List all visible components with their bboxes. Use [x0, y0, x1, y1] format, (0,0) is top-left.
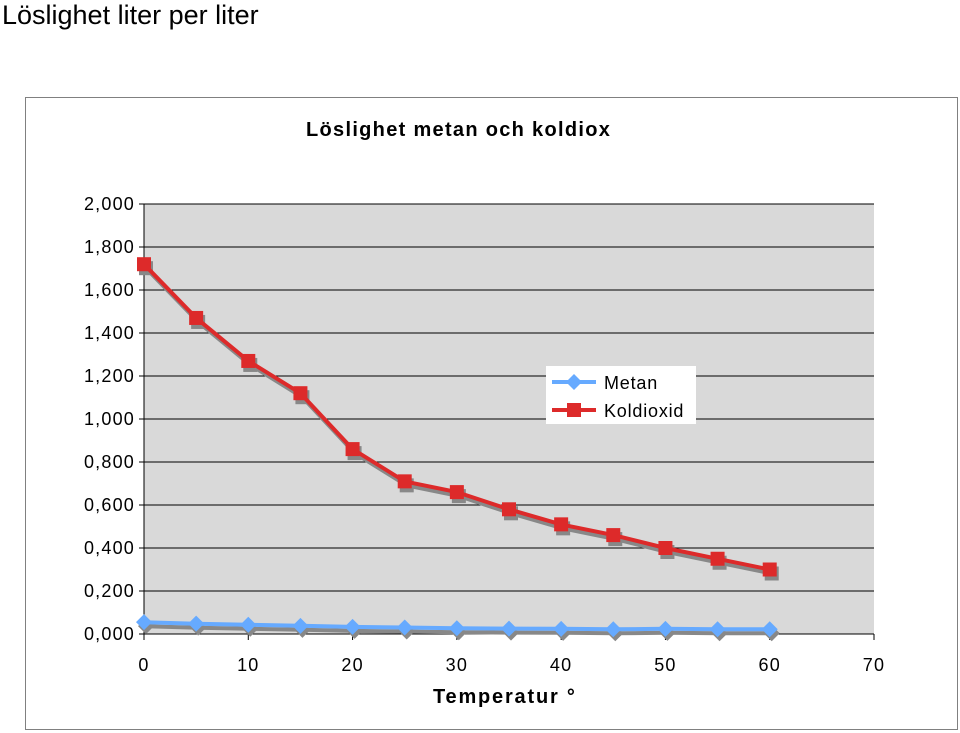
data-point-koldioxid: [449, 485, 464, 500]
data-point-metan: [240, 616, 257, 633]
y-tick-label: 2,000: [84, 194, 135, 214]
data-point-metan: [396, 619, 413, 636]
data-point-metan: [709, 621, 726, 638]
y-tick-label: 1,000: [84, 409, 135, 429]
data-point-koldioxid: [137, 257, 151, 272]
data-point-metan: [553, 620, 570, 637]
data-point-metan: [188, 615, 205, 632]
data-point-koldioxid: [293, 386, 308, 401]
data-point-metan: [501, 620, 517, 637]
legend-label: Metan: [604, 373, 658, 393]
x-tick-label: 70: [863, 655, 885, 675]
x-tick-label: 20: [341, 655, 363, 675]
y-tick-label: 0,200: [84, 581, 135, 601]
chart-frame: Löslighet metan och koldiox 0,000 0,200 0,4…: [25, 97, 958, 730]
data-point-metan: [605, 621, 622, 638]
x-tick-label: 50: [654, 655, 676, 675]
y-tick-label: 0,800: [84, 452, 135, 472]
y-tick-label: 1,600: [84, 280, 135, 300]
data-point-metan: [761, 621, 778, 638]
y-tick-label: 1,800: [84, 237, 135, 257]
data-point-koldioxid: [189, 310, 204, 325]
x-tick-label: 0: [138, 655, 149, 675]
legend-marker: [567, 403, 581, 417]
x-tick-label: 40: [550, 655, 572, 675]
data-point-koldioxid: [762, 562, 777, 577]
page-heading: Löslighet liter per liter: [2, 0, 259, 30]
y-tick-label: 1,400: [84, 323, 135, 343]
data-point-koldioxid: [710, 551, 725, 566]
x-tick-label: 60: [759, 655, 781, 675]
data-point-metan: [657, 620, 674, 637]
data-point-metan: [292, 617, 309, 634]
data-point-koldioxid: [397, 474, 412, 489]
line-chart: Löslighet metan och koldiox 0,000 0,200 0,4…: [84, 119, 885, 708]
data-point-metan: [136, 614, 152, 631]
x-tick-label: 10: [237, 655, 259, 675]
chart-title: Löslighet metan och koldiox: [306, 119, 611, 141]
y-tick-label: 1,200: [84, 366, 135, 386]
y-tick-label: 0,000: [84, 624, 135, 644]
y-tick-label: 0,600: [84, 495, 135, 515]
data-point-koldioxid: [554, 517, 569, 532]
data-point-koldioxid: [345, 442, 360, 457]
data-point-koldioxid: [502, 502, 516, 517]
data-point-koldioxid: [606, 528, 621, 543]
legend-label: Koldioxid: [604, 401, 684, 421]
x-axis-title: Temperatur °: [433, 686, 577, 708]
data-point-koldioxid: [241, 353, 256, 368]
x-tick-label: 30: [446, 655, 468, 675]
data-point-koldioxid: [658, 541, 673, 555]
y-tick-label: 0,400: [84, 538, 135, 558]
legend-marker: [566, 374, 582, 390]
data-point-metan: [344, 618, 361, 635]
data-point-metan: [448, 620, 465, 637]
